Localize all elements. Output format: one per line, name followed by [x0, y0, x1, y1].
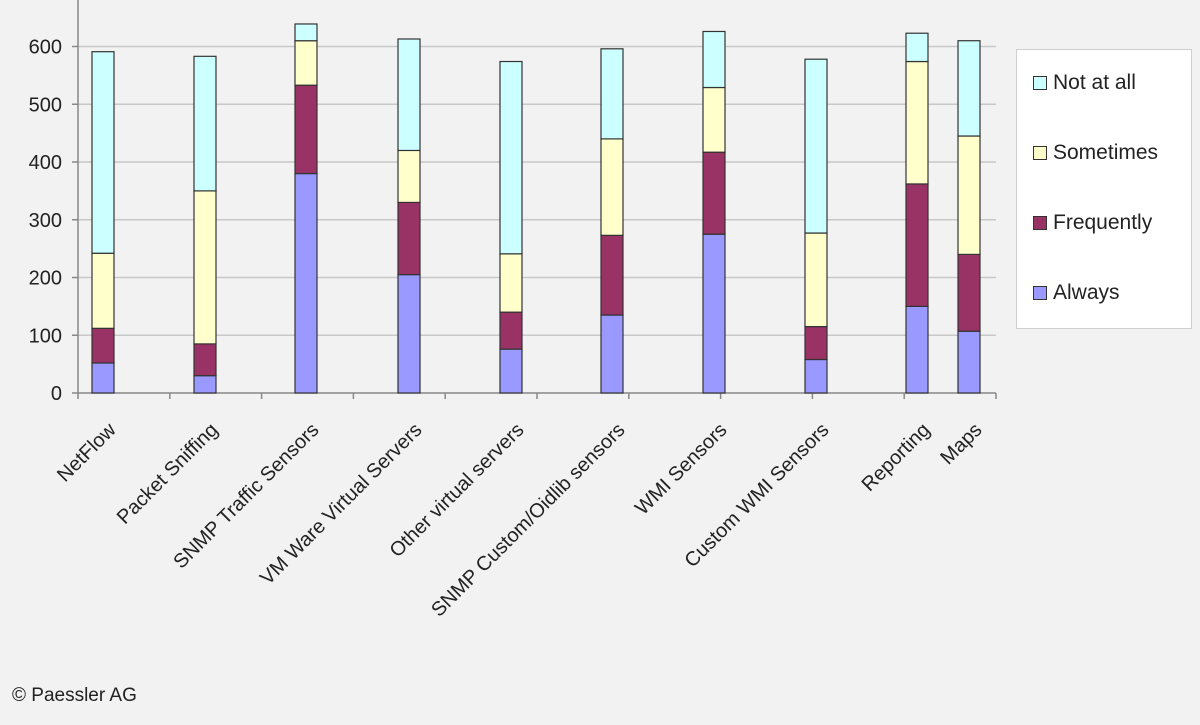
bar-segment-always	[499, 348, 523, 394]
legend-label: Not at all	[1053, 71, 1136, 94]
legend-swatch	[1033, 286, 1047, 300]
y-tick-label: 500	[29, 94, 62, 116]
bar-segment-frequently	[905, 183, 929, 307]
bar-segment-sometimes	[804, 232, 828, 328]
bar-segment-not-at-all	[905, 32, 929, 63]
bar-segment-not-at-all	[600, 48, 624, 140]
bar-segment-sometimes	[702, 86, 726, 153]
bar-segment-always	[957, 330, 981, 394]
bar-segment-not-at-all	[397, 38, 421, 152]
bar-segment-always	[294, 172, 318, 394]
bar-segment-always	[804, 358, 828, 394]
bar-segment-sometimes	[600, 138, 624, 236]
bar-segment-sometimes	[294, 40, 318, 86]
bar-segment-not-at-all	[957, 40, 981, 137]
bar-segment-sometimes	[499, 253, 523, 313]
bar-segment-frequently	[499, 311, 523, 350]
bar-segment-sometimes	[91, 252, 115, 329]
x-category-label: Reporting	[858, 419, 935, 496]
bar-segment-sometimes	[957, 135, 981, 255]
copyright-text: © Paessler AG	[12, 685, 137, 706]
bar-segment-not-at-all	[91, 51, 115, 254]
y-tick-label: 200	[29, 268, 62, 290]
y-tick-label: 300	[29, 210, 62, 232]
bar-segment-always	[905, 305, 929, 394]
bar-segment-sometimes	[905, 60, 929, 185]
bar-segment-not-at-all	[702, 30, 726, 89]
legend-label: Sometimes	[1053, 141, 1159, 164]
chart-legend: Not at all Sometimes Frequently Always	[1016, 49, 1192, 329]
legend-item-frequently: Frequently	[1033, 211, 1152, 235]
legend-swatch	[1033, 76, 1047, 90]
legend-label: Always	[1053, 281, 1120, 304]
x-category-label: NetFlow	[53, 419, 121, 487]
y-tick-label: 100	[29, 325, 62, 347]
y-tick-label: 0	[51, 383, 62, 405]
bar-segment-frequently	[193, 343, 217, 377]
bar-segment-always	[702, 233, 726, 394]
bar-segment-always	[397, 274, 421, 394]
bar-segment-not-at-all	[499, 60, 523, 255]
x-category-label: Maps	[936, 419, 986, 469]
x-category-label: WMI Sensors	[631, 419, 731, 519]
y-tick-label: 600	[29, 37, 62, 59]
x-category-label: Packet Sniffing	[113, 419, 223, 529]
legend-item-not-at-all: Not at all	[1033, 71, 1136, 95]
bar-segment-always	[600, 314, 624, 394]
bar-segment-not-at-all	[193, 55, 217, 192]
bar-segment-frequently	[957, 253, 981, 332]
x-category-label: SNMP Custom/Oidlib sensors	[427, 419, 629, 621]
y-tick-label: 400	[29, 152, 62, 174]
y-tick-label: 700	[29, 0, 62, 1]
bar-segment-sometimes	[193, 190, 217, 345]
bar-segment-always	[193, 375, 217, 394]
bar-segment-frequently	[397, 201, 421, 276]
legend-item-always: Always	[1033, 281, 1120, 305]
legend-label: Frequently	[1053, 211, 1153, 234]
bar-segment-frequently	[294, 84, 318, 175]
bar-segment-always	[91, 362, 115, 394]
legend-item-sometimes: Sometimes	[1033, 141, 1158, 165]
bar-segment-not-at-all	[294, 23, 318, 42]
bar-segment-not-at-all	[804, 58, 828, 234]
legend-swatch	[1033, 216, 1047, 230]
legend-swatch	[1033, 146, 1047, 160]
bar-segment-sometimes	[397, 149, 421, 204]
bar-segment-frequently	[702, 151, 726, 235]
bar-segment-frequently	[804, 325, 828, 361]
bar-segment-frequently	[600, 234, 624, 316]
bar-segment-frequently	[91, 327, 115, 364]
